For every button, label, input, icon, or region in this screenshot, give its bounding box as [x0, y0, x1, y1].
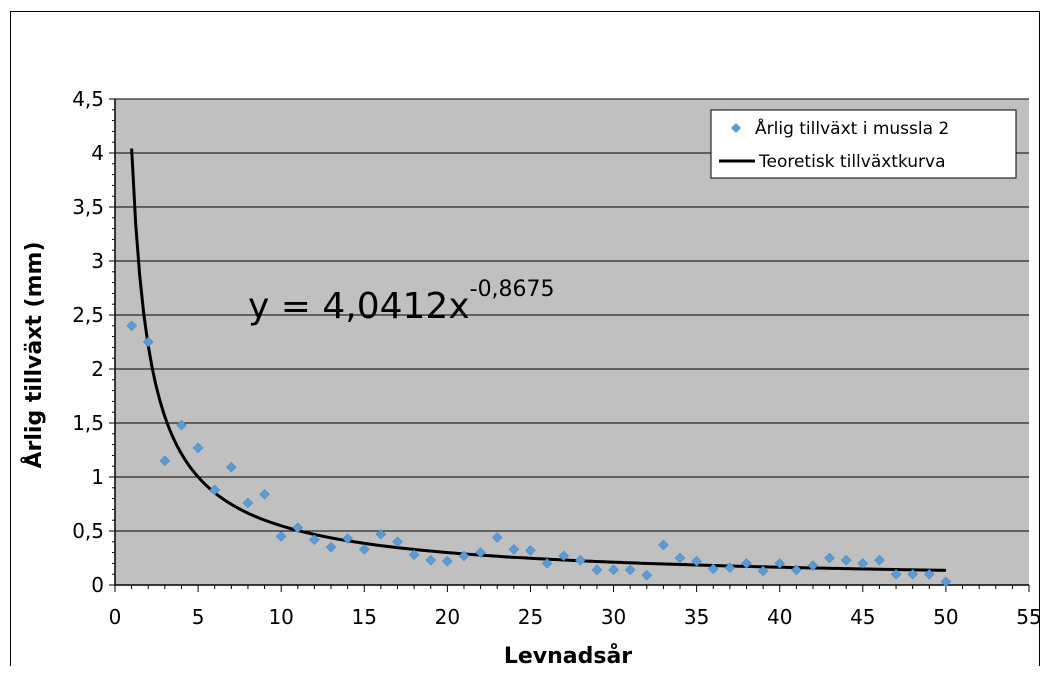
data-point	[774, 558, 786, 569]
y-tick-labels: 0 0,5 1 1,5 2 2,5 3 3,5 4 4,5	[72, 87, 104, 597]
data-point	[741, 558, 752, 569]
chart-frame	[10, 11, 1040, 666]
x-tick-label: 15	[352, 605, 377, 629]
data-point	[574, 554, 586, 566]
data-point	[541, 558, 553, 569]
data-point	[923, 568, 935, 580]
equation-annotation: y = 4,0412x-0,8675	[248, 277, 555, 327]
equation-exponent: -0,8675	[470, 277, 555, 302]
data-point	[192, 442, 204, 454]
data-point	[375, 528, 387, 540]
y-tick-label: 0	[91, 573, 104, 597]
x-axis-title: Levnadsår	[504, 643, 632, 669]
x-tick-label: 50	[933, 605, 958, 629]
y-axis-title: Årlig tillväxt (mm)	[21, 241, 47, 468]
y-tick-label: 0,5	[72, 519, 104, 543]
y-tick-label: 2,5	[72, 303, 104, 327]
x-tick-label: 20	[435, 605, 460, 629]
data-point	[358, 544, 370, 555]
data-point	[142, 336, 154, 348]
data-point	[558, 550, 570, 562]
data-point	[491, 532, 503, 543]
data-point	[724, 562, 736, 574]
data-point	[425, 554, 437, 566]
data-point	[691, 555, 702, 567]
legend: Årlig tillväxt i mussla 2 Teoretisk till…	[710, 109, 1017, 179]
plot-area	[115, 99, 1029, 585]
legend-label-scatter: Årlig tillväxt i mussla 2	[755, 117, 949, 139]
data-point	[225, 461, 237, 473]
x-tick-label: 35	[684, 605, 709, 629]
data-point	[907, 568, 919, 580]
data-point	[458, 550, 470, 562]
grid-lines	[115, 98, 1029, 532]
data-point	[874, 554, 885, 566]
data-point	[707, 563, 719, 575]
data-point	[475, 547, 486, 558]
data-point	[408, 549, 420, 561]
data-point	[890, 568, 902, 580]
legend-label-line: Teoretisk tillväxtkurva	[758, 152, 946, 172]
y-tick-label: 3	[91, 249, 104, 273]
legend-marker-scatter	[731, 123, 741, 133]
data-points	[126, 320, 952, 588]
data-point	[275, 531, 287, 542]
data-point	[641, 569, 653, 581]
y-tick-label: 2	[91, 357, 104, 381]
data-point	[209, 484, 221, 496]
data-point	[525, 545, 536, 556]
y-tick-label: 1	[91, 465, 104, 489]
equation-main: y = 4,0412x	[248, 286, 470, 327]
data-point	[392, 536, 403, 548]
data-point	[242, 497, 254, 509]
y-tick-label: 3,5	[72, 195, 104, 219]
data-point	[824, 552, 835, 564]
legend-box	[710, 109, 1017, 179]
data-point	[159, 455, 171, 467]
x-tick-label: 10	[268, 605, 293, 629]
data-point	[342, 533, 354, 544]
data-point	[259, 488, 270, 500]
y-tick-label: 1,5	[72, 411, 104, 435]
data-point	[608, 564, 619, 576]
data-point	[674, 552, 686, 564]
data-point	[325, 541, 337, 553]
data-point	[790, 564, 802, 576]
x-tick-label: 30	[601, 605, 626, 629]
data-point	[757, 565, 769, 577]
axes	[109, 98, 1030, 592]
x-tick-labels: 0 5 10 15 20 25 30 35 40 45 50 55	[109, 605, 1042, 629]
data-point	[857, 558, 869, 569]
data-point	[292, 522, 304, 534]
x-tick-label: 55	[1016, 605, 1041, 629]
data-point	[658, 539, 669, 551]
x-tick-label: 0	[109, 605, 122, 629]
y-tick-label: 4,5	[72, 87, 104, 111]
x-tick-label: 25	[518, 605, 543, 629]
data-point	[940, 576, 952, 588]
y-tick-label: 4	[91, 141, 104, 165]
data-point	[126, 320, 137, 332]
data-point	[176, 419, 187, 431]
x-tick-label: 40	[767, 605, 792, 629]
data-point	[508, 544, 520, 555]
data-point	[840, 554, 852, 566]
data-point	[591, 564, 603, 576]
data-point	[442, 555, 453, 567]
data-point	[624, 564, 636, 576]
x-tick-label: 5	[192, 605, 205, 629]
data-point	[807, 560, 819, 571]
x-tick-label: 45	[850, 605, 875, 629]
data-point	[309, 534, 320, 545]
